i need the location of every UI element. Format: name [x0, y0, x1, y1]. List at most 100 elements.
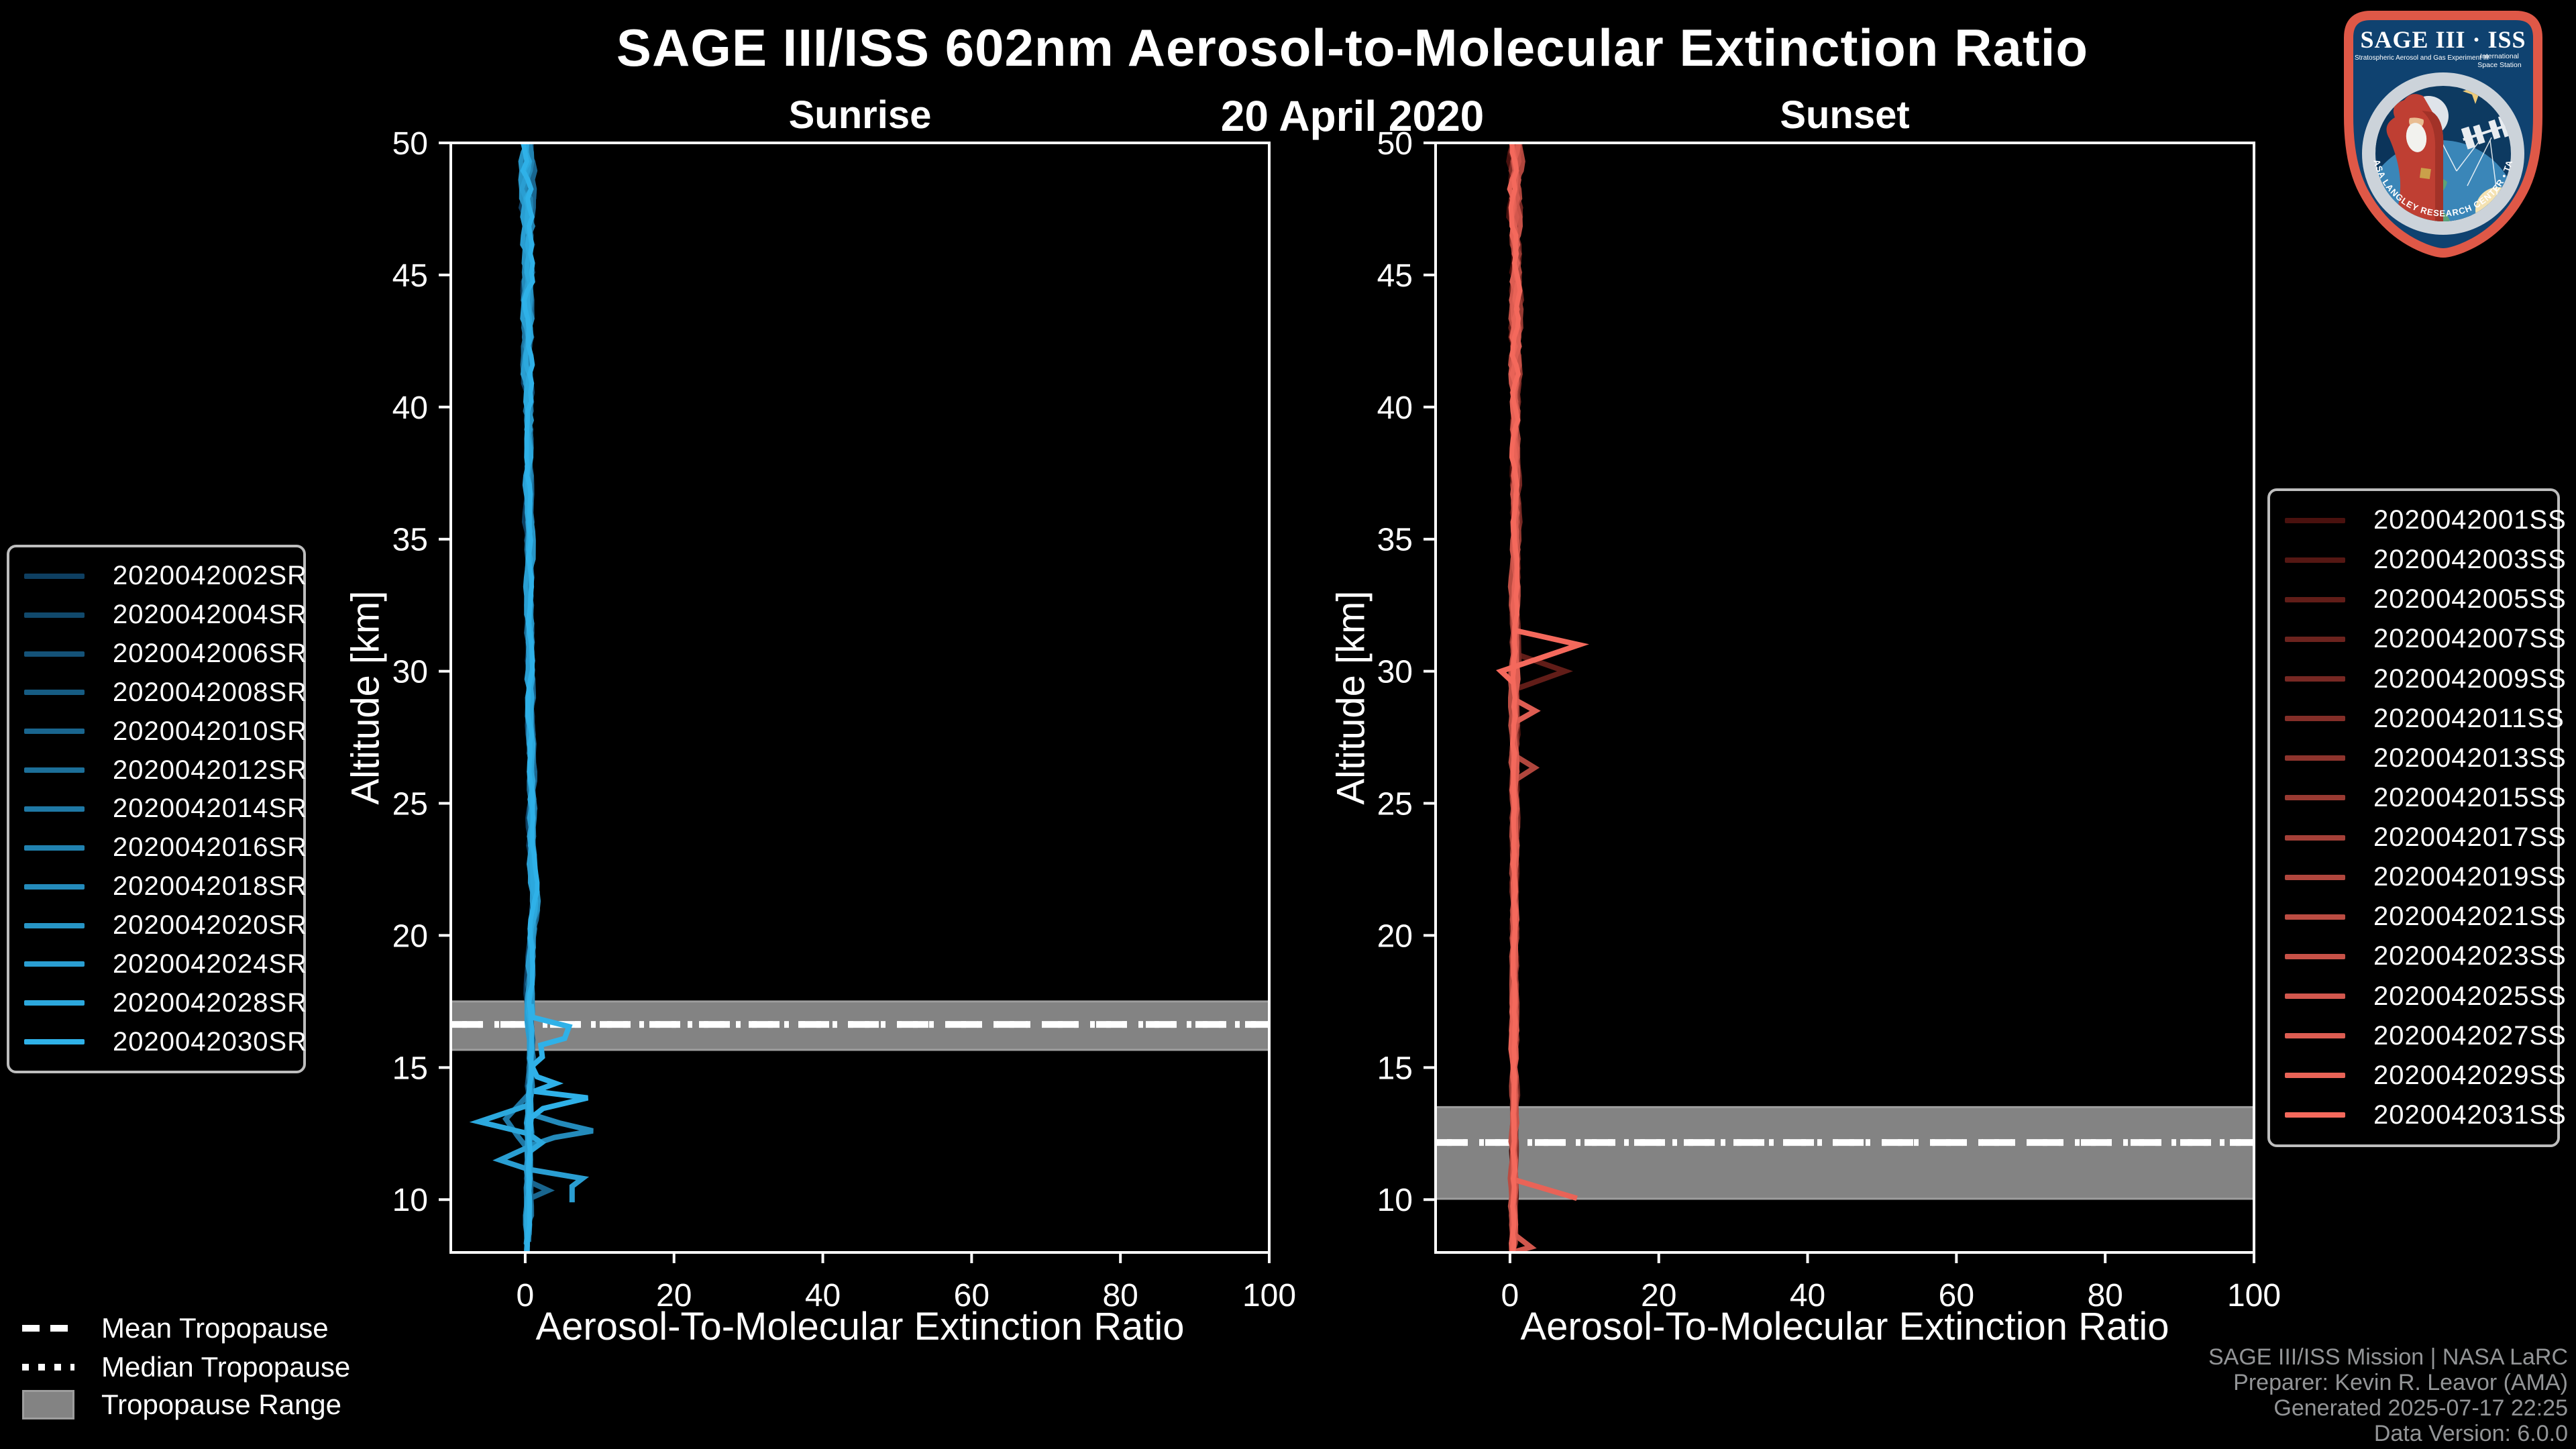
- y-tick-label: 10: [392, 1183, 428, 1218]
- legend-item-2020042025SS: 2020042025SS: [2270, 981, 2566, 1012]
- sunrise-panel: 10 15 20 25 30 35 40 45 50 0 20 40 60 80 100: [392, 126, 1296, 1313]
- x-tick-label: 40: [1790, 1278, 1825, 1313]
- footer-credits: SAGE III/ISS Mission | NASA LaRC Prepare…: [2208, 1344, 2568, 1446]
- wizard-beard: [2406, 123, 2427, 152]
- legend-item-2020042012SR: 2020042012SR: [9, 755, 307, 786]
- legend-item-2020042013SS: 2020042013SS: [2270, 743, 2566, 773]
- sunset-x-axis-label: Aerosol-To-Molecular Extinction Ratio: [1520, 1305, 2169, 1348]
- sage-iss-mission-patch-logo: SAGE III · ISS Stratospheric Aerosol and…: [2343, 9, 2542, 258]
- y-tick-label: 30: [392, 655, 428, 690]
- wizard-robe: [2386, 94, 2444, 221]
- legend-item-label: 2020042018SR: [113, 871, 308, 902]
- sunset-feature-2020042031SS: [1495, 627, 1589, 686]
- sunset-feature-2020042029SS: [1513, 1177, 1578, 1201]
- wizard-robe-shade: [2422, 111, 2444, 221]
- legend-line-sample: [2285, 557, 2345, 563]
- legend-line-sample: [2285, 636, 2345, 642]
- legend-item-label: 2020042019SS: [2373, 862, 2567, 892]
- legend-line-sample: [2285, 835, 2345, 841]
- legend-item-2020042007SS: 2020042007SS: [2270, 624, 2566, 654]
- legend-item-2020042001SS: 2020042001SS: [2270, 505, 2566, 535]
- y-tick-label: 25: [1377, 787, 1413, 822]
- legend-line-sample: [24, 883, 85, 890]
- sunset-feature-2020042027SS: [1514, 698, 1541, 724]
- sunrise-y-axis-label: Altitude [km]: [343, 590, 388, 805]
- legend-line-sample: [24, 612, 85, 618]
- logo-subtitle-right-1: International: [2480, 52, 2519, 60]
- legend-line-sample: [24, 729, 85, 735]
- legend-item-2020042020SR: 2020042020SR: [9, 910, 307, 941]
- x-tick-label: 60: [1939, 1278, 1974, 1313]
- legend-item-label: 2020042010SR: [113, 716, 308, 746]
- legend-line-sample: [2285, 914, 2345, 920]
- tropopause-range-label: Tropopause Range: [101, 1389, 342, 1420]
- legend-item-2020042011SS: 2020042011SS: [2270, 704, 2564, 734]
- legend-item-label: 2020042008SR: [113, 677, 308, 707]
- legend-item-2020042009SS: 2020042009SS: [2270, 664, 2566, 694]
- legend-item-2020042003SS: 2020042003SS: [2270, 545, 2566, 575]
- x-tick-label: 0: [517, 1278, 535, 1313]
- legend-line-sample: [2285, 517, 2345, 523]
- sunrise-legend-box: 2020042002SR 2020042004SR 2020042006SR 2020…: [7, 545, 308, 1073]
- y-tick-label: 20: [392, 918, 428, 954]
- legend-item-label: 2020042012SR: [113, 755, 308, 785]
- legend-line-sample: [24, 922, 85, 928]
- plot-frame: [1434, 142, 2255, 1254]
- sunrise-feature-2020042030SR: [527, 1004, 589, 1132]
- sunrise-feature-2020042024SR: [492, 1144, 590, 1203]
- y-tick-label: 45: [1377, 258, 1413, 294]
- legend-item-label: 2020042015SS: [2373, 782, 2567, 812]
- sunset-panel: 10 15 20 25 30 35 40 45 50 0 20 40 60 80 100: [1377, 126, 2281, 1313]
- legend-line-sample: [24, 1039, 85, 1045]
- legend-item-2020042031SS: 2020042031SS: [2270, 1100, 2566, 1130]
- legend-line-sample: [2285, 596, 2345, 602]
- legend-item-2020042021SS: 2020042021SS: [2270, 902, 2566, 932]
- legend-line-sample: [2285, 1033, 2345, 1039]
- x-tick-label: 80: [2087, 1278, 2123, 1313]
- median-tropopause-label: Median Tropopause: [101, 1351, 351, 1383]
- legend-item-label: 2020042006SR: [113, 639, 308, 669]
- sunrise-feature-2020042018SR: [529, 1111, 594, 1148]
- legend-item-label: 2020042030SR: [113, 1026, 308, 1057]
- legend-item-2020042015SS: 2020042015SS: [2270, 783, 2566, 813]
- logo-subtitle-right-2: Space Station: [2477, 61, 2522, 69]
- legend-line-sample: [2285, 874, 2345, 880]
- legend-item-2020042028SR: 2020042028SR: [9, 988, 307, 1018]
- tropopause-range-band: [1436, 1107, 2254, 1199]
- legend-line-sample: [2285, 755, 2345, 761]
- footer-preparer-line: Preparer: Kevin R. Leavor (AMA): [2233, 1370, 2568, 1395]
- x-tick-label: 40: [805, 1278, 841, 1313]
- y-tick-label: 40: [392, 390, 428, 426]
- logo-title: SAGE III · ISS: [2360, 26, 2526, 53]
- mean-tropopause-label: Mean Tropopause: [101, 1312, 329, 1344]
- x-tick-label: 20: [1641, 1278, 1676, 1313]
- logo-subtitle: Stratospheric Aerosol and Gas Experiment…: [2355, 54, 2489, 62]
- legend-line-sample: [2285, 716, 2345, 722]
- x-tick-label: 0: [1501, 1278, 1519, 1313]
- legend-item-label: 2020042004SR: [113, 600, 308, 630]
- y-tick-label: 35: [392, 523, 428, 558]
- y-tick-label: 35: [1377, 523, 1413, 558]
- x-tick-label: 60: [954, 1278, 989, 1313]
- mean-tropopause-legend-item: Mean Tropopause: [22, 1312, 329, 1344]
- legend-line-sample: [2285, 994, 2345, 1000]
- legend-line-sample: [24, 690, 85, 696]
- x-tick-label: 80: [1102, 1278, 1138, 1313]
- x-tick-label: 20: [656, 1278, 692, 1313]
- legend-line-sample: [2285, 795, 2345, 801]
- dotted-line-sample: [22, 1364, 74, 1371]
- legend-line-sample: [2285, 676, 2345, 682]
- legend-item-label: 2020042014SR: [113, 794, 308, 824]
- legend-item-label: 2020042009SS: [2373, 663, 2567, 694]
- y-tick-label: 45: [392, 258, 428, 294]
- legend-item-2020042017SS: 2020042017SS: [2270, 822, 2566, 853]
- legend-item-2020042023SS: 2020042023SS: [2270, 941, 2566, 971]
- legend-item-label: 2020042003SS: [2373, 545, 2567, 575]
- gray-patch-sample: [22, 1390, 74, 1419]
- wizard-belt-buckle: [2419, 168, 2431, 180]
- sunrise-x-axis-label: Aerosol-To-Molecular Extinction Ratio: [535, 1305, 1185, 1348]
- date-label: 20 April 2020: [1220, 92, 1485, 140]
- y-tick-label: 15: [1377, 1051, 1413, 1086]
- legend-line-sample: [24, 961, 85, 967]
